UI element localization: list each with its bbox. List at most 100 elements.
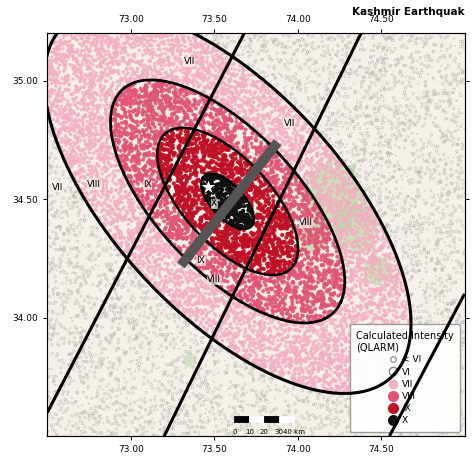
- Point: [164, 132, 171, 139]
- Point: [392, 271, 400, 278]
- Point: [315, 340, 323, 348]
- Point: [60, 230, 68, 238]
- Point: [201, 46, 209, 54]
- Point: [374, 246, 382, 254]
- Point: [251, 158, 258, 166]
- Point: [159, 428, 167, 436]
- Point: [123, 93, 130, 100]
- Point: [370, 258, 378, 265]
- Point: [224, 230, 232, 237]
- Point: [248, 161, 255, 169]
- Point: [199, 176, 207, 183]
- Point: [228, 106, 235, 114]
- Point: [56, 226, 64, 234]
- Point: [229, 354, 237, 361]
- Point: [197, 281, 205, 288]
- Point: [152, 264, 160, 271]
- Point: [279, 356, 287, 364]
- Point: [192, 146, 200, 153]
- Point: [258, 317, 265, 324]
- Point: [318, 353, 325, 361]
- Point: [152, 401, 160, 409]
- Point: [159, 247, 167, 255]
- Point: [175, 125, 182, 132]
- Point: [173, 80, 181, 88]
- Point: [97, 76, 104, 83]
- Point: [358, 303, 366, 311]
- Point: [419, 38, 427, 46]
- Point: [113, 419, 121, 427]
- Point: [327, 157, 335, 164]
- Point: [100, 59, 107, 67]
- Point: [379, 354, 386, 361]
- Point: [184, 104, 191, 112]
- Point: [231, 256, 238, 264]
- Point: [308, 223, 316, 230]
- Point: [339, 110, 347, 118]
- Point: [407, 337, 414, 345]
- Point: [378, 133, 385, 140]
- Point: [326, 285, 334, 293]
- Point: [242, 365, 249, 372]
- Point: [169, 231, 177, 238]
- Point: [133, 111, 140, 119]
- Point: [330, 82, 338, 90]
- Point: [277, 239, 285, 246]
- Point: [247, 301, 255, 309]
- Point: [243, 302, 250, 310]
- Point: [372, 217, 380, 225]
- Point: [199, 143, 207, 151]
- Point: [221, 74, 228, 82]
- Point: [60, 323, 68, 331]
- Point: [213, 40, 221, 48]
- Point: [147, 172, 155, 179]
- Point: [215, 216, 222, 224]
- Point: [147, 166, 155, 173]
- Point: [73, 72, 80, 79]
- Point: [277, 191, 285, 198]
- Point: [294, 113, 302, 121]
- Point: [234, 139, 242, 146]
- Point: [323, 49, 331, 57]
- Point: [190, 64, 197, 72]
- Point: [221, 87, 228, 94]
- Point: [235, 241, 243, 249]
- Point: [280, 43, 287, 51]
- Point: [271, 145, 279, 152]
- Point: [395, 119, 403, 127]
- Point: [444, 233, 452, 241]
- Point: [367, 53, 375, 61]
- Point: [343, 41, 351, 49]
- Point: [364, 282, 371, 289]
- Point: [181, 109, 188, 116]
- Point: [319, 299, 326, 307]
- Point: [240, 149, 247, 157]
- Point: [265, 422, 273, 429]
- Point: [157, 97, 165, 104]
- Point: [70, 147, 77, 155]
- Point: [357, 381, 365, 388]
- Point: [318, 292, 326, 300]
- Point: [128, 190, 136, 197]
- Point: [241, 314, 248, 321]
- Point: [128, 124, 135, 132]
- Point: [277, 96, 285, 103]
- Point: [373, 210, 381, 218]
- Point: [175, 143, 182, 151]
- Point: [58, 125, 65, 133]
- Point: [182, 234, 190, 242]
- Point: [199, 123, 206, 131]
- Point: [388, 371, 396, 378]
- Point: [242, 302, 250, 310]
- Point: [120, 30, 128, 37]
- Point: [387, 237, 394, 245]
- Point: [324, 236, 331, 244]
- Point: [371, 226, 378, 233]
- Point: [170, 335, 178, 343]
- Point: [310, 319, 317, 327]
- Point: [300, 307, 308, 315]
- Point: [303, 295, 311, 303]
- Point: [338, 285, 346, 292]
- Point: [79, 200, 86, 208]
- Point: [173, 182, 181, 190]
